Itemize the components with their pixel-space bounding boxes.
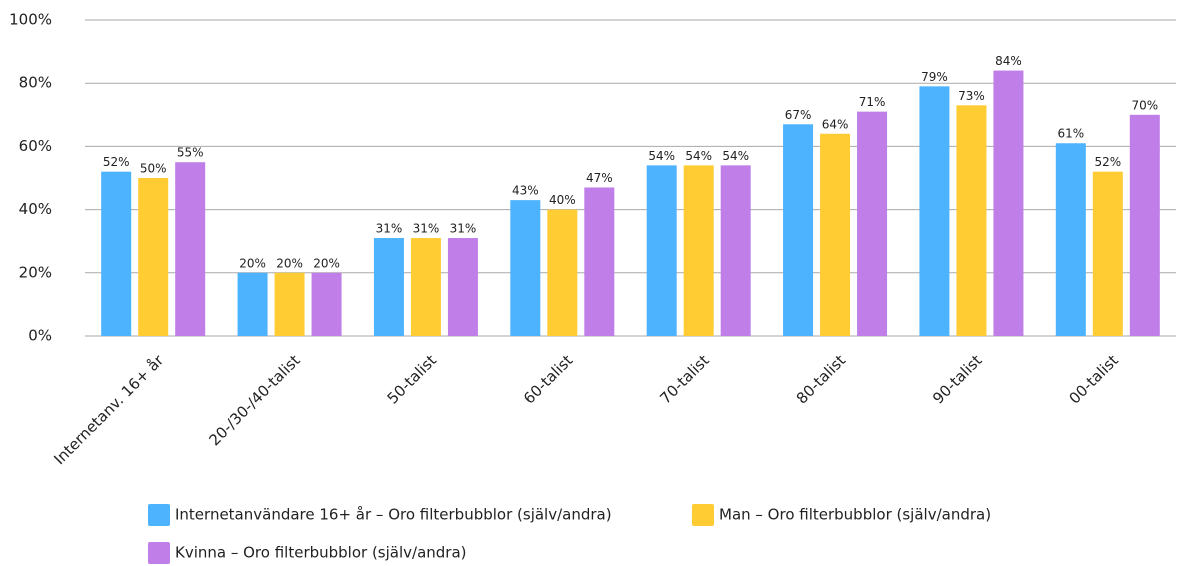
value-label: 52% [103, 155, 130, 169]
y-tick-label: 0% [28, 327, 52, 345]
value-label: 67% [785, 108, 812, 122]
value-label: 40% [549, 193, 576, 207]
bar [311, 272, 342, 336]
value-label: 73% [958, 89, 985, 103]
y-tick-label: 60% [19, 137, 52, 155]
bar [783, 124, 814, 336]
x-tick-label: 50-talist [384, 351, 440, 407]
legend-swatch [148, 542, 170, 564]
value-label: 47% [586, 171, 613, 185]
y-tick-label: 100% [9, 11, 52, 29]
value-label: 54% [648, 149, 675, 163]
bar [410, 238, 441, 336]
bar [175, 162, 206, 336]
value-label: 71% [859, 95, 886, 109]
bar [447, 238, 478, 336]
bar [1092, 171, 1123, 336]
legend-swatch [692, 504, 714, 526]
bar [237, 272, 268, 336]
value-label: 31% [450, 222, 477, 236]
value-label: 20% [276, 256, 303, 270]
legend-label: Man – Oro filterbubblor (själv/andra) [719, 506, 991, 524]
y-tick-label: 40% [19, 200, 52, 218]
bar [510, 200, 541, 336]
y-tick-label: 20% [19, 263, 52, 281]
bar [820, 133, 851, 336]
value-label: 84% [995, 54, 1022, 68]
value-label: 20% [313, 256, 340, 270]
value-label: 31% [413, 222, 440, 236]
value-label: 79% [921, 70, 948, 84]
x-tick-label: 00-talist [1066, 351, 1122, 407]
bar [274, 272, 305, 336]
bar [584, 187, 615, 336]
bar [993, 70, 1024, 336]
x-tick-label: Internetanv. 16+ år [50, 351, 167, 468]
legend-label: Kvinna – Oro filterbubblor (själv/andra) [175, 544, 467, 562]
value-label: 50% [140, 162, 167, 176]
value-label: 61% [1057, 127, 1084, 141]
value-label: 70% [1131, 98, 1158, 112]
x-tick-label: 70-talist [656, 351, 712, 407]
value-label: 54% [722, 149, 749, 163]
value-label: 43% [512, 184, 539, 198]
value-label: 55% [177, 146, 204, 160]
x-tick-label: 20-/30-/40-talist [205, 351, 303, 449]
bar [1129, 114, 1160, 336]
value-label: 31% [376, 222, 403, 236]
bar [138, 178, 169, 336]
bar [373, 238, 404, 336]
bar [547, 209, 578, 336]
bar [1055, 143, 1086, 336]
value-label: 64% [822, 117, 849, 131]
bar [720, 165, 751, 336]
bar [683, 165, 714, 336]
value-label: 20% [239, 256, 266, 270]
bar [646, 165, 677, 336]
legend-label: Internetanvändare 16+ år – Oro filterbub… [175, 506, 612, 524]
x-tick-label: 60-talist [520, 351, 576, 407]
bar [857, 111, 888, 336]
x-tick-label: 90-talist [929, 351, 985, 407]
bar [919, 86, 950, 336]
bar [956, 105, 987, 336]
x-tick-label: 80-talist [793, 351, 849, 407]
y-tick-label: 80% [19, 74, 52, 92]
value-label: 52% [1094, 155, 1121, 169]
bar [101, 171, 132, 336]
value-label: 54% [685, 149, 712, 163]
legend-swatch [148, 504, 170, 526]
